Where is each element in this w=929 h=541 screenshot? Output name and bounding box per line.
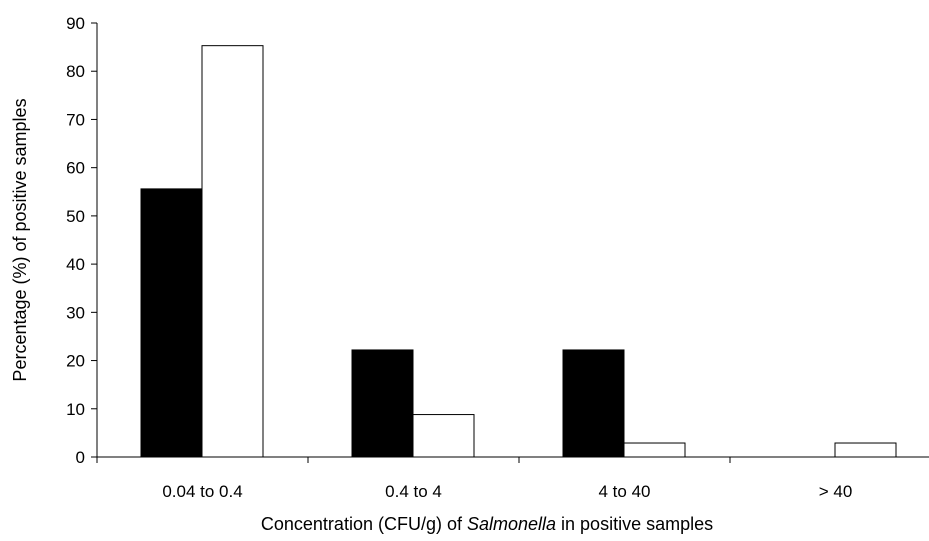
bar-series-2-1 [412, 414, 475, 458]
y-tick-label: 80 [66, 62, 85, 81]
x-axis-title: Concentration (CFU/g) of Salmonella in p… [261, 514, 713, 534]
bar-series-2-3 [834, 442, 897, 458]
y-tick-label: 20 [66, 352, 85, 371]
y-tick-label: 0 [76, 448, 85, 467]
y-tick-label: 40 [66, 255, 85, 274]
y-tick-label: 90 [66, 14, 85, 33]
x-ticks: 0.04 to 0.4 0.4 to 4 4 to 40 > 40 [96, 457, 853, 501]
x-tick-label: > 40 [819, 482, 853, 501]
y-ticks: 0 10 20 30 40 50 60 70 80 90 [66, 14, 97, 467]
y-tick-label: 30 [66, 303, 85, 322]
y-tick-label: 70 [66, 110, 85, 129]
y-axis-title: Percentage (%) of positive samples [10, 98, 30, 381]
y-tick-label: 60 [66, 159, 85, 178]
x-axis-title-suffix: in positive samples [556, 514, 713, 534]
bar-series-1-1 [351, 349, 414, 458]
x-axis-title-prefix: Concentration (CFU/g) of [261, 514, 467, 534]
bar-series-2-2 [623, 442, 686, 458]
x-tick-label: 0.04 to 0.4 [162, 482, 242, 501]
y-tick-label: 10 [66, 400, 85, 419]
bar-series-2-0 [201, 45, 264, 458]
x-tick-label: 0.4 to 4 [385, 482, 442, 501]
bar-series-1-0 [140, 188, 203, 458]
x-tick-label: 4 to 40 [599, 482, 651, 501]
x-axis-title-italic: Salmonella [467, 514, 556, 534]
bars-layer [140, 45, 897, 458]
y-tick-label: 50 [66, 207, 85, 226]
bar-series-1-2 [562, 349, 625, 458]
